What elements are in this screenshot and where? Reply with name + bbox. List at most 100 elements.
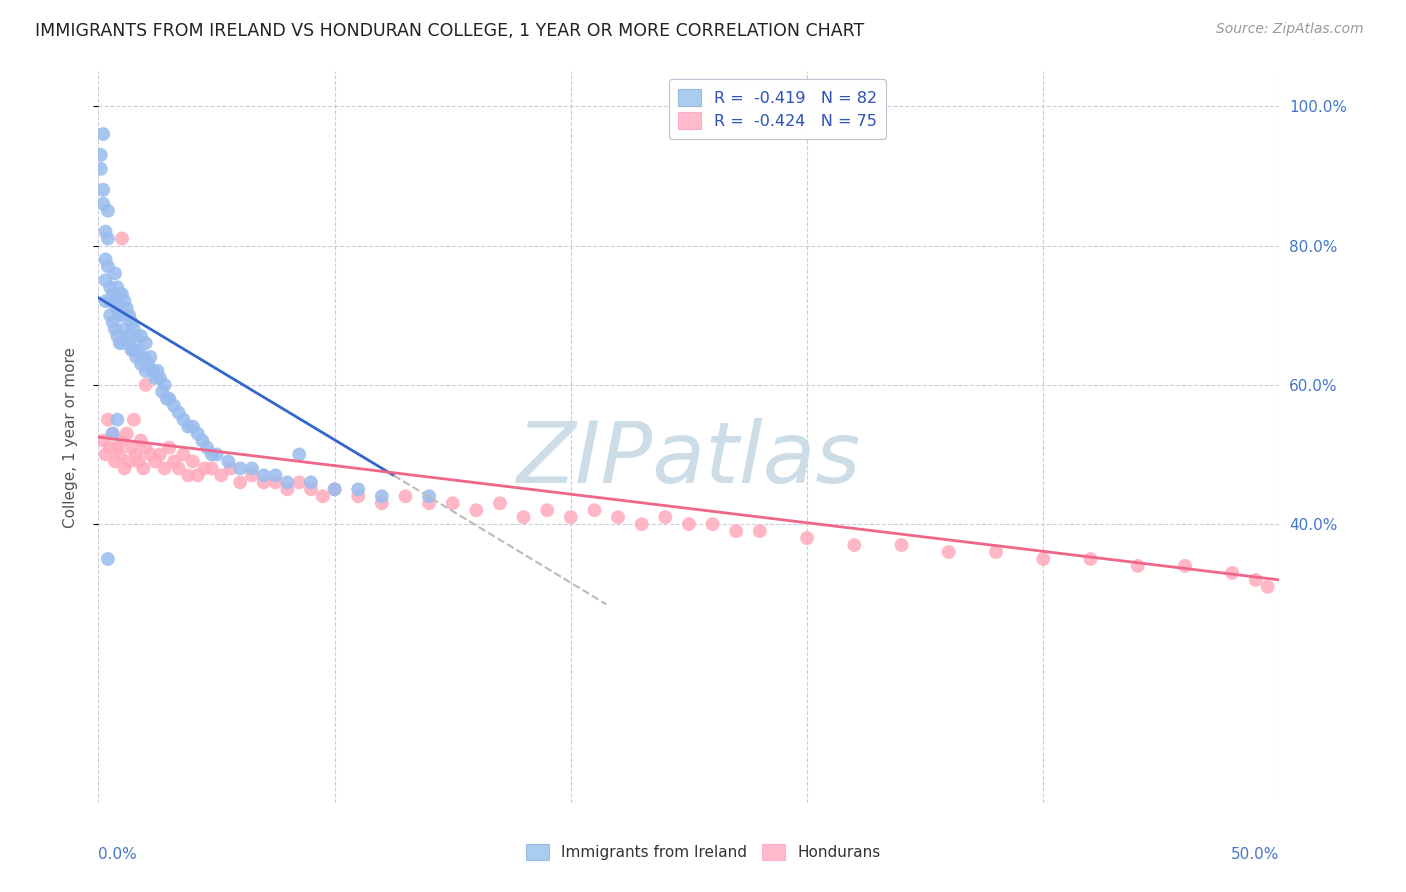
Point xyxy=(132,461,155,475)
Point xyxy=(121,441,143,455)
Point xyxy=(112,461,135,475)
Point xyxy=(111,434,134,448)
Point xyxy=(172,412,194,426)
Point xyxy=(101,287,124,301)
Point xyxy=(748,524,770,538)
Point xyxy=(101,426,124,441)
Point xyxy=(288,448,311,462)
Point xyxy=(288,475,311,490)
Point xyxy=(607,510,630,524)
Point xyxy=(91,434,114,448)
Point xyxy=(122,322,145,336)
Point xyxy=(394,489,416,503)
Point xyxy=(209,468,232,483)
Text: 50.0%: 50.0% xyxy=(1232,847,1279,862)
Point xyxy=(157,392,180,406)
Point xyxy=(108,287,131,301)
Text: 0.0%: 0.0% xyxy=(98,847,138,862)
Point xyxy=(112,294,135,309)
Point xyxy=(122,343,145,357)
Point xyxy=(136,357,159,371)
Point xyxy=(97,260,120,274)
Point xyxy=(150,384,173,399)
Point xyxy=(121,343,143,357)
Point xyxy=(205,448,228,462)
Point xyxy=(128,343,150,357)
Point xyxy=(143,454,166,468)
Point xyxy=(347,483,370,497)
Point xyxy=(125,350,148,364)
Point xyxy=(129,329,152,343)
Point xyxy=(312,489,335,503)
Point xyxy=(583,503,606,517)
Point xyxy=(630,517,652,532)
Point xyxy=(1257,580,1279,594)
Point xyxy=(149,448,172,462)
Point xyxy=(97,231,120,245)
Point xyxy=(153,461,176,475)
Point xyxy=(135,441,157,455)
Point xyxy=(371,489,394,503)
Point xyxy=(276,483,298,497)
Point xyxy=(91,127,114,141)
Point xyxy=(108,308,131,322)
Point xyxy=(129,434,152,448)
Point xyxy=(94,225,117,239)
Point xyxy=(105,441,128,455)
Point xyxy=(163,454,186,468)
Point xyxy=(240,468,263,483)
Legend: R =  -0.419   N = 82, R =  -0.424   N = 75: R = -0.419 N = 82, R = -0.424 N = 75 xyxy=(669,79,886,139)
Point xyxy=(678,517,700,532)
Point xyxy=(201,448,224,462)
Point xyxy=(115,301,138,316)
Point xyxy=(101,426,124,441)
Point xyxy=(104,266,127,280)
Point xyxy=(1220,566,1243,580)
Point xyxy=(97,552,120,566)
Point xyxy=(157,441,180,455)
Point xyxy=(98,294,121,309)
Point xyxy=(105,280,128,294)
Point xyxy=(129,357,152,371)
Point xyxy=(101,315,124,329)
Point xyxy=(118,308,141,322)
Legend: Immigrants from Ireland, Hondurans: Immigrants from Ireland, Hondurans xyxy=(519,838,887,866)
Point xyxy=(299,475,322,490)
Point xyxy=(194,461,217,475)
Point xyxy=(98,280,121,294)
Point xyxy=(135,377,157,392)
Point xyxy=(702,517,724,532)
Point xyxy=(489,496,512,510)
Point xyxy=(229,461,252,475)
Point xyxy=(167,406,190,420)
Point xyxy=(105,301,128,316)
Point xyxy=(1126,558,1149,573)
Point xyxy=(91,196,114,211)
Point xyxy=(264,475,287,490)
Y-axis label: College, 1 year or more: College, 1 year or more xyxy=(63,347,77,527)
Point xyxy=(1244,573,1267,587)
Point xyxy=(118,336,141,351)
Point xyxy=(98,441,121,455)
Point xyxy=(796,531,818,545)
Point xyxy=(299,483,322,497)
Point xyxy=(111,231,134,245)
Point xyxy=(177,468,200,483)
Point xyxy=(938,545,960,559)
Point xyxy=(264,468,287,483)
Point xyxy=(181,419,204,434)
Point xyxy=(139,448,162,462)
Point xyxy=(104,454,127,468)
Point xyxy=(323,483,346,497)
Point xyxy=(984,545,1007,559)
Point xyxy=(111,336,134,351)
Point xyxy=(441,496,464,510)
Point xyxy=(187,468,209,483)
Point xyxy=(111,287,134,301)
Point xyxy=(654,510,676,524)
Text: ZIPatlas: ZIPatlas xyxy=(517,417,860,500)
Point xyxy=(195,441,218,455)
Point xyxy=(167,461,190,475)
Point xyxy=(560,510,582,524)
Point xyxy=(98,308,121,322)
